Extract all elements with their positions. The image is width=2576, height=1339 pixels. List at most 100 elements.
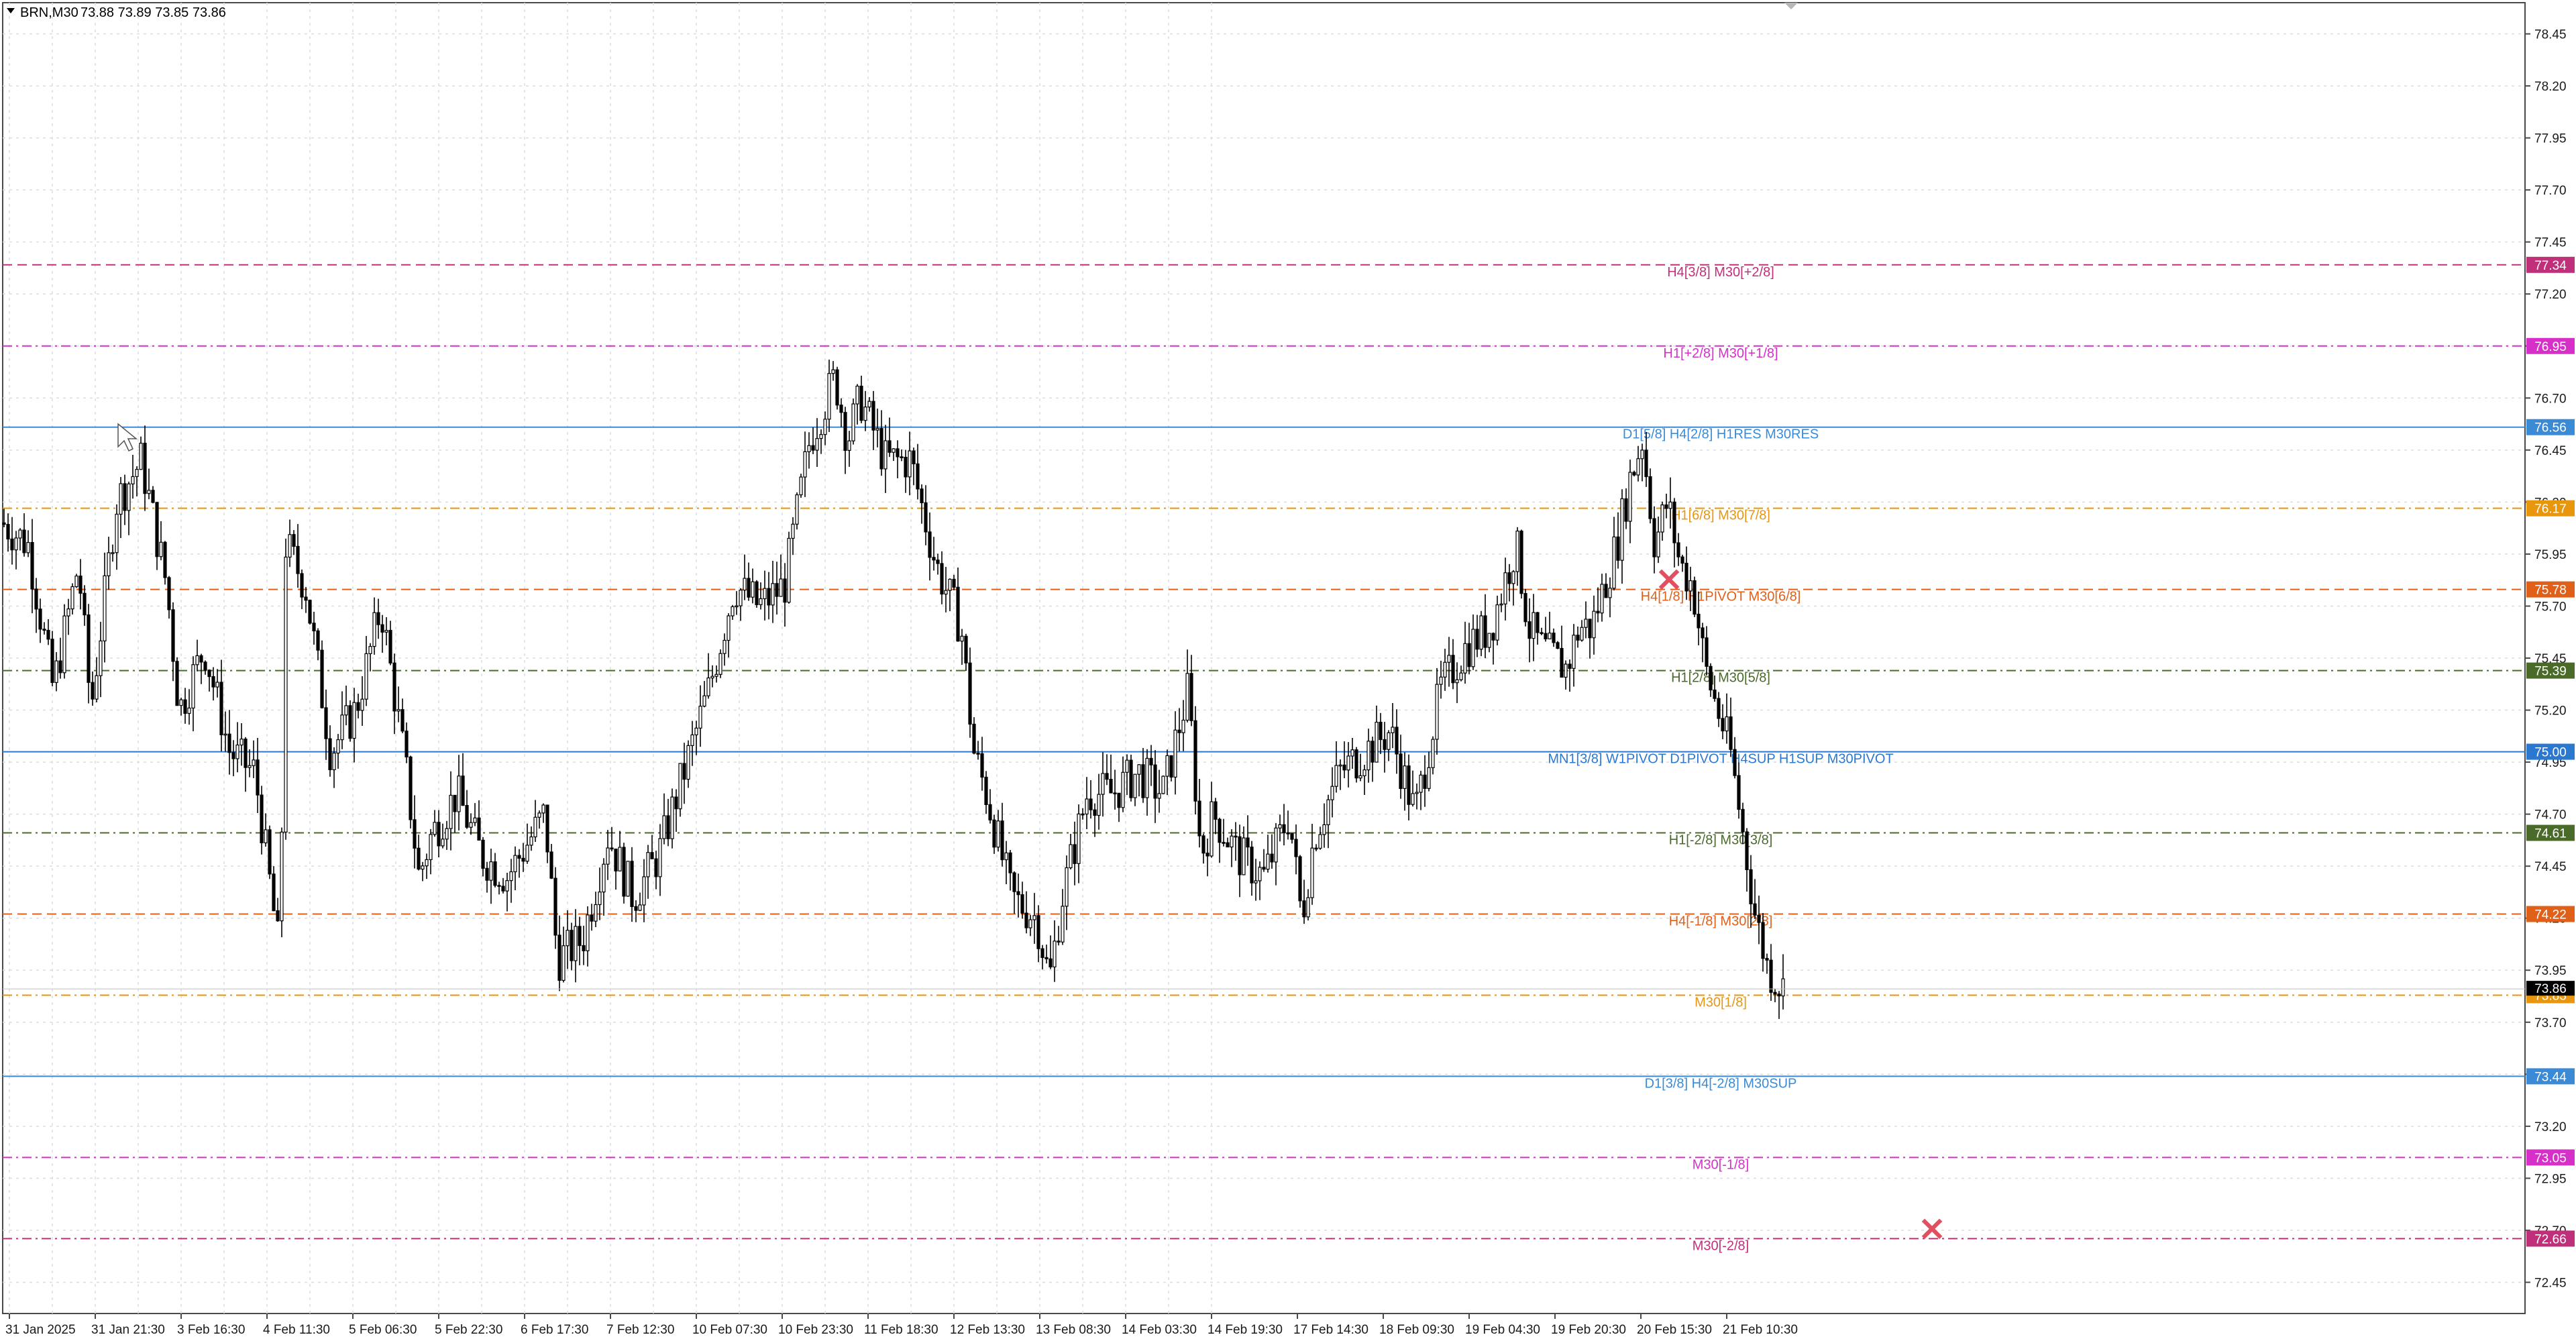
candle-body <box>574 926 578 961</box>
candle-body <box>1214 801 1218 820</box>
level-price-tag-text: 76.95 <box>2534 340 2567 354</box>
candle-body <box>1286 832 1290 835</box>
candle-body <box>10 538 14 551</box>
candle-body <box>1375 721 1379 763</box>
candle-body <box>827 373 831 420</box>
candle-body <box>743 578 747 591</box>
candle-body <box>336 739 340 754</box>
candle-body <box>380 624 384 633</box>
candle-body <box>1644 449 1648 478</box>
candle-body <box>622 847 626 897</box>
candle-body <box>1153 764 1157 799</box>
candle-body <box>316 630 320 651</box>
candle-body <box>888 440 892 453</box>
candle-body <box>203 661 207 671</box>
level-label: H1[6/8] M30[7/8] <box>1671 508 1770 523</box>
candle-body <box>956 586 960 642</box>
candle-body <box>1403 765 1407 789</box>
candle-body <box>2 522 6 525</box>
cross-marker-lower[interactable]: × <box>1917 1208 1947 1248</box>
candle-body <box>376 612 380 625</box>
candle-body <box>980 753 984 778</box>
candle-body <box>799 476 803 496</box>
candle-body <box>1290 833 1294 840</box>
candle-body <box>1222 842 1226 844</box>
candle-body <box>638 904 642 911</box>
candle-body <box>1544 633 1548 640</box>
level-label: M30[1/8] <box>1695 995 1747 1010</box>
cross-marker-upper[interactable]: × <box>1654 559 1684 599</box>
candle-body <box>1161 775 1165 794</box>
candle-body <box>413 819 417 849</box>
candle-body <box>384 630 388 633</box>
candle-body <box>1407 765 1411 805</box>
x-tick-label: 7 Feb 12:30 <box>606 1323 674 1337</box>
candle-body <box>70 586 74 610</box>
candle-body <box>920 488 924 504</box>
candle-body <box>493 861 497 886</box>
candle-body <box>561 945 566 981</box>
chart-shift-icon[interactable] <box>1784 3 1798 9</box>
candle-body <box>1499 603 1503 606</box>
candle-body <box>1399 753 1403 789</box>
candle-body <box>400 709 405 732</box>
candle-body <box>626 861 630 897</box>
candle-body <box>1137 764 1141 775</box>
candle-body <box>151 490 155 503</box>
candle-body <box>34 588 38 610</box>
candle-body <box>159 541 163 557</box>
candle-body <box>167 577 171 610</box>
y-tick-label: 77.45 <box>2534 236 2567 250</box>
candle-body <box>863 407 867 421</box>
candle-body <box>489 861 493 881</box>
candle-body <box>396 709 400 712</box>
candle-body <box>348 705 352 739</box>
candle-body <box>360 698 364 711</box>
candle-body <box>819 434 823 439</box>
candle-body <box>231 752 235 759</box>
candle-body <box>1379 721 1383 741</box>
candle-body <box>1149 757 1153 765</box>
candle-body <box>292 534 296 547</box>
candle-body <box>1266 853 1270 870</box>
candle-body <box>1362 769 1366 777</box>
candle-body <box>107 552 111 576</box>
candle-body <box>481 839 485 869</box>
candle-body <box>30 542 34 590</box>
candle-body <box>795 494 799 525</box>
candle-body <box>1411 793 1415 805</box>
candle-body <box>1568 663 1572 669</box>
candle-body <box>1205 853 1210 857</box>
mouse-cursor-icon <box>117 423 138 452</box>
candle-body <box>1258 867 1262 881</box>
candle-body <box>855 385 859 405</box>
candle-body <box>698 706 702 729</box>
x-tick-label: 4 Feb 11:30 <box>263 1323 330 1337</box>
candle-body <box>936 559 940 564</box>
candle-body <box>739 590 743 606</box>
candle-body <box>755 581 759 605</box>
candle-body <box>545 804 549 853</box>
candle-body <box>1306 897 1310 918</box>
candle-body <box>964 635 968 663</box>
candle-body <box>280 831 284 922</box>
candle-body <box>1753 903 1757 916</box>
level-price-tag-text: 72.66 <box>2534 1232 2567 1246</box>
candle-body <box>952 578 956 588</box>
candle-body <box>1177 729 1181 733</box>
candle-body <box>1387 732 1391 750</box>
collapse-triangle-icon[interactable] <box>7 8 15 13</box>
candle-body <box>1680 556 1684 564</box>
candle-body <box>1455 679 1459 684</box>
candle-body <box>22 529 26 553</box>
candle-body <box>779 578 783 597</box>
candle-body <box>437 822 441 847</box>
candle-body <box>1262 867 1266 870</box>
candle-body <box>1781 978 1785 997</box>
candle-body <box>312 623 316 632</box>
level-price-tag-text: 76.17 <box>2534 502 2567 517</box>
candle-body <box>1201 835 1205 854</box>
candle-body <box>139 443 143 470</box>
y-tick-label: 75.70 <box>2534 600 2567 614</box>
